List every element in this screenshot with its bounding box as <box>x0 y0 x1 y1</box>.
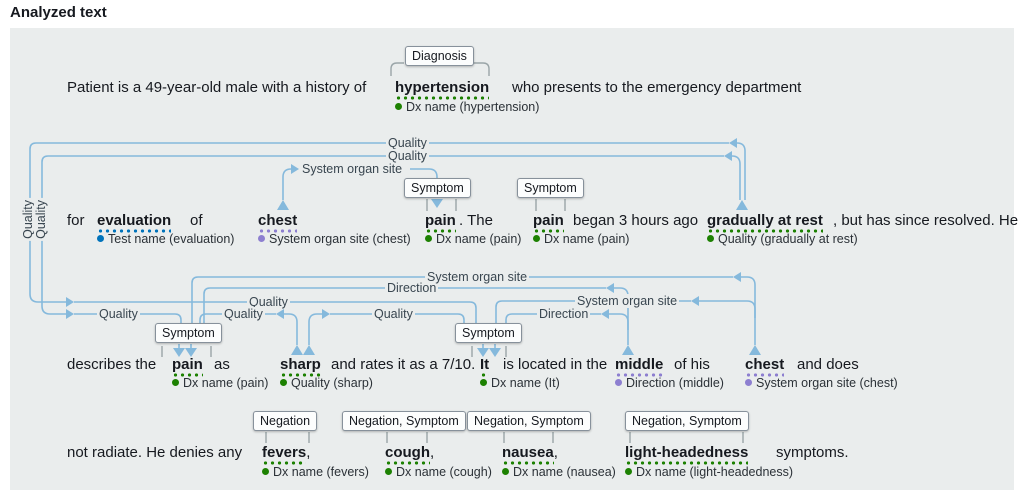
entity-annotation: Dx name (light-headedness) <box>625 465 793 479</box>
entity-gradually-at-rest: gradually at rest <box>707 212 823 233</box>
green-bullet-icon <box>625 468 632 476</box>
entity-hypertension: hypertension <box>395 79 490 100</box>
entity-light-headedness: light-headedness <box>625 444 749 465</box>
purple-bullet-icon <box>258 235 265 243</box>
edge-label-system-organ-site: System organ site <box>425 270 530 284</box>
edge-label-quality: Quality <box>386 136 429 150</box>
entity-tag-symptom: Symptom <box>155 323 222 343</box>
edge-label-direction: Direction <box>385 281 439 295</box>
entity-pain: pain <box>172 356 203 377</box>
text-token: for <box>67 212 85 229</box>
entity-fevers-group: fevers, <box>262 444 310 465</box>
entity-cough-group: cough, <box>385 444 434 465</box>
entity-chest: chest <box>745 356 785 377</box>
entity-annotation: Test name (evaluation) <box>97 232 234 246</box>
sentence-line-2: for evaluation of chest pain . The pain … <box>0 212 1024 233</box>
text-token: as <box>214 356 230 373</box>
entity-tag-negation-symptom: Negation, Symptom <box>625 411 749 431</box>
entity-tag-symptom: Symptom <box>455 323 522 343</box>
entity-evaluation: evaluation <box>97 212 172 233</box>
text-token: Patient is a 49-year-old male with a his… <box>67 79 367 96</box>
green-bullet-icon <box>707 235 714 243</box>
entity-tag-negation-symptom: Negation, Symptom <box>467 411 591 431</box>
entity-tag-diagnosis: Diagnosis <box>405 46 474 66</box>
blue-bullet-icon <box>97 235 104 243</box>
entity-annotation: System organ site (chest) <box>745 376 898 390</box>
sentence-line-4: not radiate. He denies any fevers, cough… <box>0 444 1024 465</box>
green-bullet-icon <box>172 379 179 387</box>
edge-label-quality: Quality <box>222 307 265 321</box>
entity-annotation: Dx name (pain) <box>172 376 268 390</box>
green-bullet-icon <box>480 379 487 387</box>
entity-pain: pain <box>533 212 564 233</box>
purple-bullet-icon <box>615 379 622 387</box>
edge-label-quality: Quality <box>372 307 415 321</box>
entity-nausea-group: nausea, <box>502 444 558 465</box>
green-bullet-icon <box>385 468 392 476</box>
entity-annotation: Quality (gradually at rest) <box>707 232 858 246</box>
text-token: . The <box>459 212 493 229</box>
green-bullet-icon <box>502 468 509 476</box>
text-token: of <box>190 212 203 229</box>
text-token: who presents to the emergency department <box>512 79 802 96</box>
entity-cough: cough <box>385 444 430 465</box>
entity-middle: middle <box>615 356 664 377</box>
text-token: and rates it as a 7/10. <box>331 356 476 373</box>
text-token: describes the <box>67 356 157 373</box>
text-token: , but has since resolved. He <box>833 212 1019 229</box>
edge-label-system-organ-site: System organ site <box>300 162 405 176</box>
text-token: began 3 hours ago <box>573 212 699 229</box>
entity-annotation: Dx name (hypertension) <box>395 100 539 114</box>
entity-annotation: Dx name (pain) <box>425 232 521 246</box>
entity-annotation: Quality (sharp) <box>280 376 373 390</box>
edge-label-direction: Direction <box>537 307 591 321</box>
entity-annotation: Dx name (nausea) <box>502 465 616 479</box>
purple-bullet-icon <box>745 379 752 387</box>
page-title: Analyzed text <box>10 4 107 21</box>
entity-fevers: fevers <box>262 444 307 465</box>
entity-annotation: Direction (middle) <box>615 376 724 390</box>
entity-tag-negation-symptom: Negation, Symptom <box>342 411 466 431</box>
edge-label-quality: Quality <box>386 149 429 163</box>
text-token: is located in the <box>503 356 608 373</box>
entity-it: It <box>480 356 490 377</box>
text-token: and does <box>797 356 859 373</box>
entity-tag-negation: Negation <box>253 411 318 431</box>
entity-nausea: nausea <box>502 444 554 465</box>
green-bullet-icon <box>395 103 402 111</box>
edge-label-quality: Quality <box>247 295 290 309</box>
entity-tag-symptom: Symptom <box>517 178 584 198</box>
entity-pain: pain <box>425 212 456 233</box>
entity-annotation: System organ site (chest) <box>258 232 411 246</box>
edge-label-system-organ-site: System organ site <box>575 294 680 308</box>
green-bullet-icon <box>425 235 432 243</box>
entity-annotation: Dx name (fevers) <box>262 465 369 479</box>
entity-tag-symptom: Symptom <box>404 178 471 198</box>
text-token: symptoms. <box>776 444 849 461</box>
entity-annotation: Dx name (cough) <box>385 465 492 479</box>
green-bullet-icon <box>533 235 540 243</box>
text-token: not radiate. He denies any <box>67 444 243 461</box>
sentence-line-1: Patient is a 49-year-old male with a his… <box>0 79 1024 100</box>
green-bullet-icon <box>280 379 287 387</box>
sentence-line-3: describes the pain as sharp and rates it… <box>0 356 1024 377</box>
entity-annotation: Dx name (It) <box>480 376 560 390</box>
text-token: of his <box>674 356 710 373</box>
entity-sharp: sharp <box>280 356 321 377</box>
edge-label-quality: Quality <box>97 307 140 321</box>
green-bullet-icon <box>262 468 269 476</box>
entity-chest: chest <box>258 212 298 233</box>
entity-annotation: Dx name (pain) <box>533 232 629 246</box>
